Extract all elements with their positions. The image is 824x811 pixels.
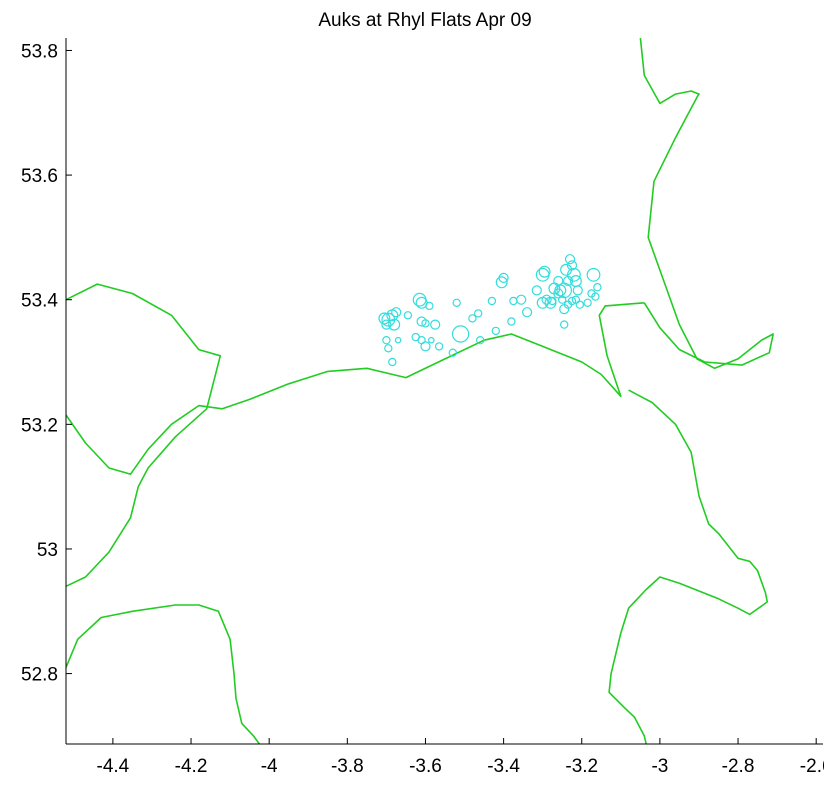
sighting-marker bbox=[567, 267, 581, 282]
y-tick-label: 53.8 bbox=[21, 41, 58, 62]
x-tick-label: -4 bbox=[261, 756, 278, 777]
x-tick-label: -3.2 bbox=[565, 756, 598, 777]
x-tick-label: -2.8 bbox=[722, 756, 755, 777]
sighting-marker bbox=[558, 295, 567, 304]
sighting-marker bbox=[560, 320, 569, 329]
sighting-marker bbox=[548, 296, 557, 306]
sighting-marker bbox=[495, 276, 508, 289]
sighting-marker bbox=[583, 298, 592, 307]
sighting-marker bbox=[388, 318, 401, 331]
x-tick-label: -3.8 bbox=[331, 756, 364, 777]
sighting-marker bbox=[412, 292, 427, 307]
x-tick-label: -2.6 bbox=[800, 756, 824, 777]
sighting-marker bbox=[571, 295, 581, 304]
sighting-marker bbox=[566, 260, 578, 271]
sighting-marker bbox=[531, 285, 542, 296]
sighting-marker bbox=[587, 289, 596, 298]
y-tick-label: 52.8 bbox=[21, 665, 58, 686]
sighting-marker bbox=[468, 314, 477, 323]
sighting-marker bbox=[382, 336, 391, 345]
sighting-marker bbox=[384, 344, 393, 353]
sighting-marker bbox=[416, 316, 427, 327]
sighting-marker bbox=[535, 267, 550, 282]
sighting-marker bbox=[593, 283, 602, 292]
chart-title: Auks at Rhyl Flats Apr 09 bbox=[318, 10, 531, 31]
sighting-marker bbox=[381, 319, 392, 330]
sighting-marker bbox=[411, 332, 420, 342]
sighting-marker bbox=[487, 296, 497, 306]
sighting-marker bbox=[420, 341, 431, 352]
sighting-marker bbox=[564, 254, 576, 265]
sighting-marker bbox=[498, 272, 509, 283]
sighting-marker bbox=[448, 348, 457, 357]
sighting-marker bbox=[491, 326, 500, 336]
sighting-marker bbox=[388, 357, 397, 367]
coastline-segment-4 bbox=[65, 604, 261, 745]
sighting-marker bbox=[434, 342, 444, 351]
plot-area bbox=[65, 37, 775, 745]
sighting-marker bbox=[553, 288, 564, 299]
sighting-marker bbox=[421, 319, 430, 328]
sighting-marker bbox=[451, 325, 470, 343]
y-tick-label: 53 bbox=[37, 540, 58, 561]
sighting-marker bbox=[425, 301, 434, 311]
sighting-marker bbox=[476, 336, 485, 345]
x-tick-label: -3.4 bbox=[487, 756, 520, 777]
y-tick-label: 53.2 bbox=[21, 415, 58, 436]
sighting-marker bbox=[378, 312, 391, 325]
sighting-marker bbox=[427, 336, 435, 344]
coastline-segment-0 bbox=[65, 283, 222, 588]
sighting-marker bbox=[474, 309, 483, 318]
x-tick-label: -3 bbox=[651, 756, 668, 777]
sighting-marker bbox=[509, 296, 518, 306]
sighting-marker bbox=[586, 267, 601, 282]
sighting-marker bbox=[572, 285, 583, 296]
coastline-segment-3 bbox=[608, 389, 769, 745]
x-tick-label: -3.6 bbox=[409, 756, 442, 777]
sighting-marker bbox=[391, 307, 402, 318]
sighting-marker bbox=[403, 311, 413, 320]
coastline-segment-1 bbox=[65, 302, 645, 476]
y-tick-label: 53.6 bbox=[21, 166, 58, 187]
sighting-marker bbox=[575, 300, 585, 309]
sighting-marker bbox=[538, 265, 551, 278]
sighting-marker bbox=[507, 317, 516, 326]
y-tick-label: 53.4 bbox=[21, 291, 58, 312]
sighting-marker bbox=[521, 307, 533, 318]
sighting-marker bbox=[452, 298, 461, 307]
axes: -4.4 -4.2 -4 -3.8 -3.6 -3.4 -3.2 -3 -2.8 -2.6 52.8… bbox=[21, 38, 824, 777]
sighting-marker bbox=[430, 319, 441, 330]
sighting-marker bbox=[516, 294, 527, 305]
sighting-marker bbox=[559, 304, 570, 315]
coastline-segment-2 bbox=[639, 37, 775, 370]
x-tick-label: -4.2 bbox=[175, 756, 208, 777]
sighting-marker bbox=[394, 336, 402, 344]
x-tick-label: -4.4 bbox=[97, 756, 130, 777]
sighting-marker bbox=[541, 294, 552, 305]
